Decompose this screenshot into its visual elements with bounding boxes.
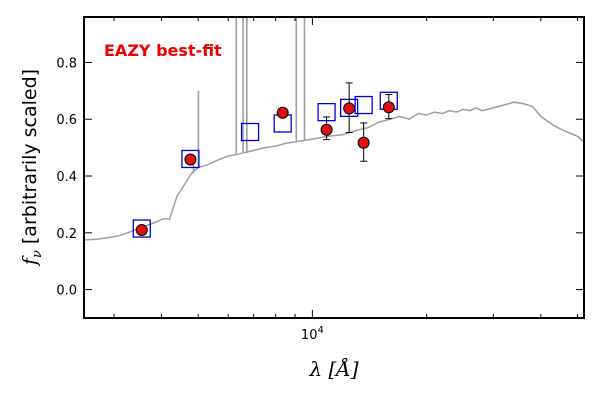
y-axis-label-text: [arbitrarily scaled] bbox=[19, 69, 41, 250]
observed-flux-point bbox=[320, 123, 333, 136]
y-tick-label: 0.2 bbox=[56, 227, 77, 242]
eazy-annotation: EAZY best-fit bbox=[104, 41, 222, 60]
observed-flux-point bbox=[276, 106, 289, 119]
observed-flux-point bbox=[184, 153, 197, 166]
y-axis-label-subscript: ν bbox=[30, 250, 45, 258]
model-flux-square bbox=[132, 219, 151, 238]
observed-flux-point bbox=[357, 136, 370, 149]
y-axis-label-symbol: f bbox=[19, 255, 41, 267]
x-tick-label: 104 bbox=[301, 325, 324, 343]
model-flux-square bbox=[354, 95, 373, 115]
x-axis-label: λ [Å] bbox=[308, 356, 358, 381]
template-spectrum bbox=[84, 101, 584, 241]
y-tick-label: 0.4 bbox=[56, 170, 77, 185]
plot-frame bbox=[83, 16, 585, 319]
y-tick-label: 0.0 bbox=[56, 284, 77, 299]
y-tick-label: 0.8 bbox=[56, 56, 77, 71]
observed-flux-point bbox=[343, 102, 356, 115]
model-flux-square bbox=[181, 149, 200, 169]
axis-ticks: 0.0 0.2 0.4 0.6 0.8 104 bbox=[56, 17, 584, 343]
plot-area bbox=[84, 17, 584, 241]
observed-flux-point bbox=[382, 101, 395, 114]
model-flux-square bbox=[240, 122, 260, 142]
y-tick-label: 0.6 bbox=[56, 113, 77, 128]
observed-flux-point bbox=[135, 223, 148, 236]
y-axis-label: fν [arbitrarily scaled] bbox=[19, 69, 45, 267]
